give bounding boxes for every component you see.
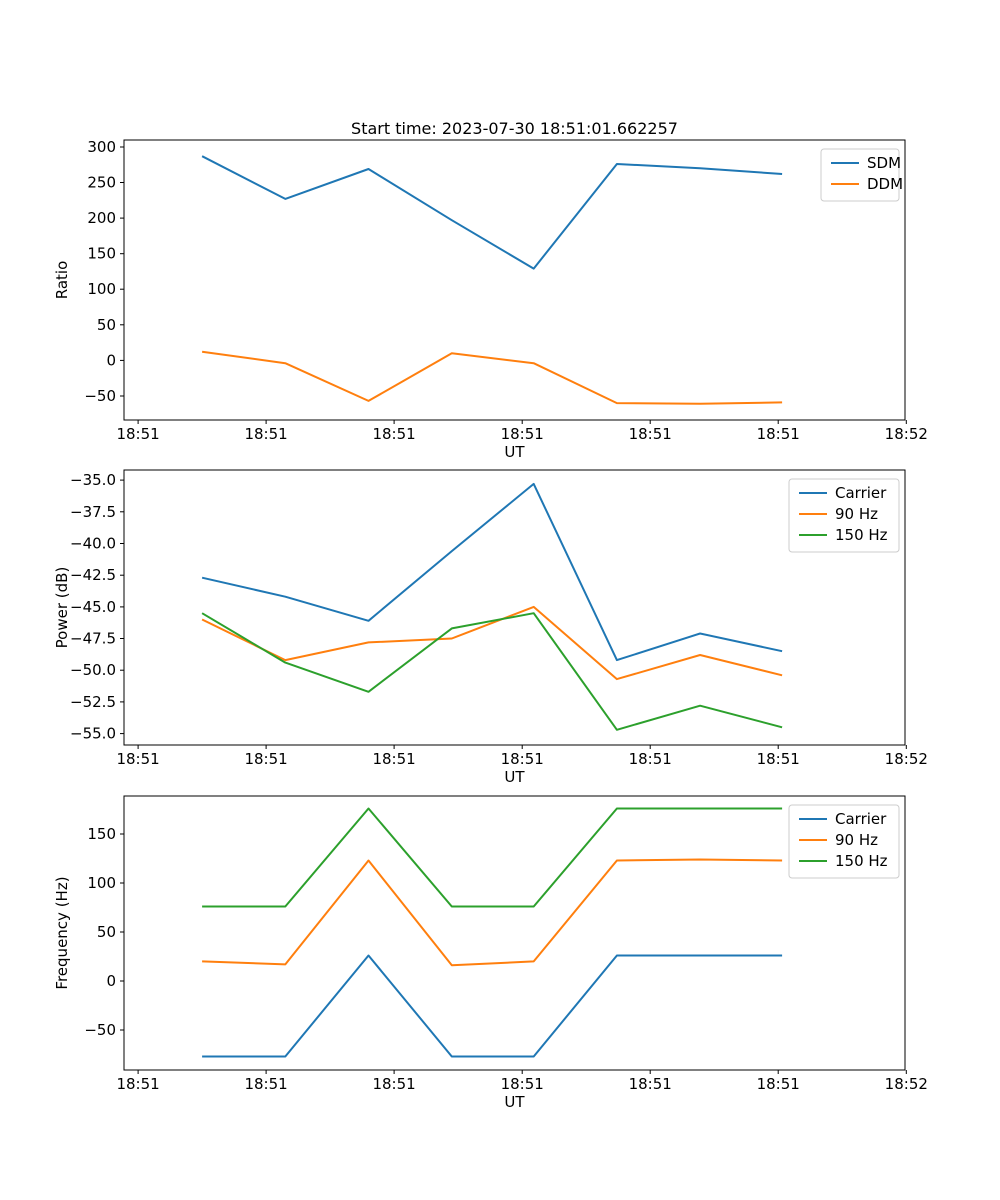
line-150-hz [201,612,783,731]
x-tick-label: 18:51 [116,750,159,768]
y-tick-label: 150 [87,245,116,263]
x-tick-label: 18:51 [501,750,544,768]
x-tick-label: 18:52 [885,425,928,443]
y-axis-label: Ratio [53,261,71,300]
x-tick-label: 18:51 [629,425,672,443]
x-tick-label: 18:51 [501,1075,544,1093]
legend-box [788,478,900,553]
x-tick-label: 18:51 [757,750,800,768]
legend: SDM DDM [820,148,903,202]
y-tick-label: 0 [106,972,116,990]
x-axis-label: UT [504,443,525,461]
legend: Carrier 90 Hz 150 Hz [788,478,900,553]
axes-power: 18:51 18:51 18:51 18:51 18:51 18:51 18:52 −35.0… [53,469,928,786]
figure-title: Start time: 2023-07-30 18:51:01.662257 [351,119,678,138]
y-tick-label: 100 [87,874,116,892]
x-tick-label: 18:51 [116,1075,159,1093]
axes-spines [123,795,906,1071]
y-tick-label: −42.5 [70,566,116,584]
x-axis-label: UT [504,1093,525,1111]
y-tick-label: −35.0 [70,471,116,489]
x-tick-label: 18:51 [372,425,415,443]
axes-spines [123,139,906,421]
axes-spines [123,469,906,746]
line-carrier [201,482,783,662]
y-tick-label: −55.0 [70,725,116,743]
y-axis-label: Power (dB) [53,567,71,649]
axes-ratio: 18:51 18:51 18:51 18:51 18:51 18:51 18:52 300 25… [53,138,928,461]
y-tick-label: 300 [87,138,116,156]
x-tick-label: 18:51 [629,750,672,768]
y-tick-label: 100 [87,280,116,298]
legend-label: 150 Hz [835,852,888,870]
x-axis-label: UT [504,768,525,786]
legend: Carrier 90 Hz 150 Hz [788,804,900,879]
line-sdm [201,155,783,270]
x-tick-label: 18:51 [757,1075,800,1093]
y-tick-label: −37.5 [70,503,116,521]
y-axis-label: Frequency (Hz) [53,876,71,989]
y-tick-label: −45.0 [70,598,116,616]
x-tick-label: 18:51 [116,425,159,443]
legend-label: Carrier [835,810,887,828]
x-tick-label: 18:51 [244,425,287,443]
y-tick-label: 50 [97,923,116,941]
y-tick-label: −50 [84,387,116,405]
y-tick-label: −50.0 [70,661,116,679]
x-tick-label: 18:51 [629,1075,672,1093]
line-carrier [202,954,783,1058]
legend-label: DDM [867,175,903,193]
x-tick-label: 18:51 [244,750,287,768]
y-tick-label: 200 [87,209,116,227]
x-tick-label: 18:52 [885,750,928,768]
x-tick-label: 18:51 [244,1075,287,1093]
y-tick-label: −47.5 [70,630,116,648]
legend-label: 90 Hz [835,831,878,849]
x-tick-label: 18:51 [757,425,800,443]
line-90-hz [202,858,783,967]
y-tick-label: 250 [87,174,116,192]
legend-label: Carrier [835,484,887,502]
legend-box [788,804,900,879]
y-tick-label: −52.5 [70,693,116,711]
legend-label: 150 Hz [835,526,888,544]
legend-label: SDM [867,154,901,172]
x-tick-label: 18:52 [885,1075,928,1093]
y-tick-label: −40.0 [70,535,116,553]
x-tick-label: 18:51 [501,425,544,443]
axes-frequency: 18:51 18:51 18:51 18:51 18:51 18:51 18:52 150 10… [53,795,928,1111]
y-tick-label: 0 [106,351,116,369]
y-tick-label: 150 [87,825,116,843]
line-ddm [201,350,783,405]
line-150-hz [202,807,783,908]
y-tick-label: −50 [84,1021,116,1039]
x-tick-label: 18:51 [372,750,415,768]
y-tick-label: 50 [97,316,116,334]
legend-label: 90 Hz [835,505,878,523]
x-tick-label: 18:51 [372,1075,415,1093]
line-90-hz [201,605,783,681]
